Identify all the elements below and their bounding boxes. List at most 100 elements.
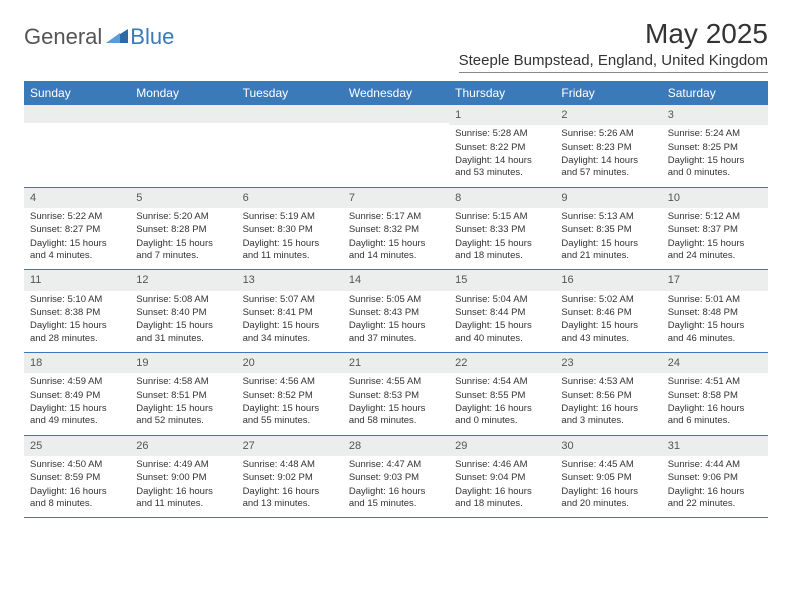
day-body: Sunrise: 4:47 AMSunset: 9:03 PMDaylight:… <box>343 456 449 517</box>
day-number <box>130 105 236 123</box>
calendar: Sunday Monday Tuesday Wednesday Thursday… <box>24 81 768 518</box>
day-number: 17 <box>662 270 768 290</box>
day-cell: 10Sunrise: 5:12 AMSunset: 8:37 PMDayligh… <box>662 188 768 270</box>
day-cell: 7Sunrise: 5:17 AMSunset: 8:32 PMDaylight… <box>343 188 449 270</box>
day-header-cell: Monday <box>130 81 236 105</box>
sunset-text: Sunset: 8:22 PM <box>455 142 549 154</box>
day-header-cell: Saturday <box>662 81 768 105</box>
day-number: 27 <box>237 436 343 456</box>
day-body: Sunrise: 5:10 AMSunset: 8:38 PMDaylight:… <box>24 291 130 352</box>
day-body <box>130 123 236 132</box>
day-cell: 18Sunrise: 4:59 AMSunset: 8:49 PMDayligh… <box>24 353 130 435</box>
sunrise-text: Sunrise: 4:46 AM <box>455 459 549 471</box>
sunrise-text: Sunrise: 5:17 AM <box>349 211 443 223</box>
day-body: Sunrise: 5:02 AMSunset: 8:46 PMDaylight:… <box>555 291 661 352</box>
sunset-text: Sunset: 8:43 PM <box>349 307 443 319</box>
day-cell: 20Sunrise: 4:56 AMSunset: 8:52 PMDayligh… <box>237 353 343 435</box>
day-header-cell: Tuesday <box>237 81 343 105</box>
sunset-text: Sunset: 8:48 PM <box>668 307 762 319</box>
day-body: Sunrise: 4:55 AMSunset: 8:53 PMDaylight:… <box>343 373 449 434</box>
sunset-text: Sunset: 8:56 PM <box>561 390 655 402</box>
day-header-cell: Wednesday <box>343 81 449 105</box>
day-number: 18 <box>24 353 130 373</box>
sunrise-text: Sunrise: 5:22 AM <box>30 211 124 223</box>
day-cell: 4Sunrise: 5:22 AMSunset: 8:27 PMDaylight… <box>24 188 130 270</box>
sunrise-text: Sunrise: 5:26 AM <box>561 128 655 140</box>
day-body: Sunrise: 4:51 AMSunset: 8:58 PMDaylight:… <box>662 373 768 434</box>
day-body: Sunrise: 5:15 AMSunset: 8:33 PMDaylight:… <box>449 208 555 269</box>
sunrise-text: Sunrise: 4:53 AM <box>561 376 655 388</box>
day-body: Sunrise: 5:19 AMSunset: 8:30 PMDaylight:… <box>237 208 343 269</box>
day-cell: 27Sunrise: 4:48 AMSunset: 9:02 PMDayligh… <box>237 436 343 518</box>
day-number: 23 <box>555 353 661 373</box>
week-row: 4Sunrise: 5:22 AMSunset: 8:27 PMDaylight… <box>24 188 768 271</box>
sunset-text: Sunset: 8:30 PM <box>243 224 337 236</box>
sunrise-text: Sunrise: 5:01 AM <box>668 294 762 306</box>
day-cell: 15Sunrise: 5:04 AMSunset: 8:44 PMDayligh… <box>449 270 555 352</box>
day-body: Sunrise: 5:22 AMSunset: 8:27 PMDaylight:… <box>24 208 130 269</box>
day-body: Sunrise: 5:12 AMSunset: 8:37 PMDaylight:… <box>662 208 768 269</box>
day-cell: 25Sunrise: 4:50 AMSunset: 8:59 PMDayligh… <box>24 436 130 518</box>
day-cell: 31Sunrise: 4:44 AMSunset: 9:06 PMDayligh… <box>662 436 768 518</box>
day-body: Sunrise: 5:13 AMSunset: 8:35 PMDaylight:… <box>555 208 661 269</box>
day-header-cell: Friday <box>555 81 661 105</box>
day-cell: 5Sunrise: 5:20 AMSunset: 8:28 PMDaylight… <box>130 188 236 270</box>
month-title: May 2025 <box>459 18 768 50</box>
sunrise-text: Sunrise: 4:50 AM <box>30 459 124 471</box>
day-number: 22 <box>449 353 555 373</box>
daylight-text: Daylight: 15 hours and 52 minutes. <box>136 403 230 428</box>
daylight-text: Daylight: 15 hours and 49 minutes. <box>30 403 124 428</box>
sunset-text: Sunset: 8:27 PM <box>30 224 124 236</box>
sunset-text: Sunset: 9:06 PM <box>668 472 762 484</box>
day-body <box>343 123 449 132</box>
daylight-text: Daylight: 15 hours and 24 minutes. <box>668 238 762 263</box>
day-cell: 1Sunrise: 5:28 AMSunset: 8:22 PMDaylight… <box>449 105 555 187</box>
header: General Blue May 2025 Steeple Bumpstead,… <box>24 18 768 73</box>
logo-text-blue: Blue <box>130 24 174 50</box>
day-number: 28 <box>343 436 449 456</box>
day-number: 31 <box>662 436 768 456</box>
day-number <box>343 105 449 123</box>
sunset-text: Sunset: 8:23 PM <box>561 142 655 154</box>
day-cell: 16Sunrise: 5:02 AMSunset: 8:46 PMDayligh… <box>555 270 661 352</box>
daylight-text: Daylight: 15 hours and 18 minutes. <box>455 238 549 263</box>
sunset-text: Sunset: 8:40 PM <box>136 307 230 319</box>
day-cell: 17Sunrise: 5:01 AMSunset: 8:48 PMDayligh… <box>662 270 768 352</box>
daylight-text: Daylight: 16 hours and 0 minutes. <box>455 403 549 428</box>
day-cell: 3Sunrise: 5:24 AMSunset: 8:25 PMDaylight… <box>662 105 768 187</box>
day-cell: 8Sunrise: 5:15 AMSunset: 8:33 PMDaylight… <box>449 188 555 270</box>
day-number: 21 <box>343 353 449 373</box>
title-block: May 2025 Steeple Bumpstead, England, Uni… <box>459 18 768 73</box>
day-number: 10 <box>662 188 768 208</box>
sunrise-text: Sunrise: 4:49 AM <box>136 459 230 471</box>
day-cell: 21Sunrise: 4:55 AMSunset: 8:53 PMDayligh… <box>343 353 449 435</box>
day-body: Sunrise: 5:26 AM Sunset: 8:23 PMDaylight:… <box>555 125 661 186</box>
sunrise-text: Sunrise: 5:28 AM <box>455 128 549 140</box>
daylight-text: Daylight: 14 hours and 57 minutes. <box>561 155 655 180</box>
daylight-text: Daylight: 16 hours and 22 minutes. <box>668 486 762 511</box>
day-body: Sunrise: 5:07 AMSunset: 8:41 PMDaylight:… <box>237 291 343 352</box>
daylight-text: Daylight: 16 hours and 18 minutes. <box>455 486 549 511</box>
sunset-text: Sunset: 8:58 PM <box>668 390 762 402</box>
sunrise-text: Sunrise: 5:24 AM <box>668 128 762 140</box>
sunset-text: Sunset: 8:59 PM <box>30 472 124 484</box>
weeks-container: 1Sunrise: 5:28 AMSunset: 8:22 PMDaylight… <box>24 105 768 518</box>
sunrise-text: Sunrise: 4:55 AM <box>349 376 443 388</box>
sunrise-text: Sunrise: 5:20 AM <box>136 211 230 223</box>
day-cell: 19Sunrise: 4:58 AMSunset: 8:51 PMDayligh… <box>130 353 236 435</box>
sunset-text: Sunset: 8:55 PM <box>455 390 549 402</box>
sunrise-text: Sunrise: 5:19 AM <box>243 211 337 223</box>
daylight-text: Daylight: 15 hours and 31 minutes. <box>136 320 230 345</box>
daylight-text: Daylight: 14 hours and 53 minutes. <box>455 155 549 180</box>
day-number: 15 <box>449 270 555 290</box>
day-cell: 28Sunrise: 4:47 AMSunset: 9:03 PMDayligh… <box>343 436 449 518</box>
sunrise-text: Sunrise: 4:54 AM <box>455 376 549 388</box>
daylight-text: Daylight: 16 hours and 13 minutes. <box>243 486 337 511</box>
location-text: Steeple Bumpstead, England, United Kingd… <box>459 52 768 73</box>
sunrise-text: Sunrise: 5:08 AM <box>136 294 230 306</box>
daylight-text: Daylight: 16 hours and 3 minutes. <box>561 403 655 428</box>
day-cell: 2Sunrise: 5:26 AMSunset: 8:23 PMDaylight… <box>555 105 661 187</box>
sunrise-text: Sunrise: 5:10 AM <box>30 294 124 306</box>
sunrise-text: Sunrise: 4:45 AM <box>561 459 655 471</box>
sunset-text: Sunset: 9:03 PM <box>349 472 443 484</box>
